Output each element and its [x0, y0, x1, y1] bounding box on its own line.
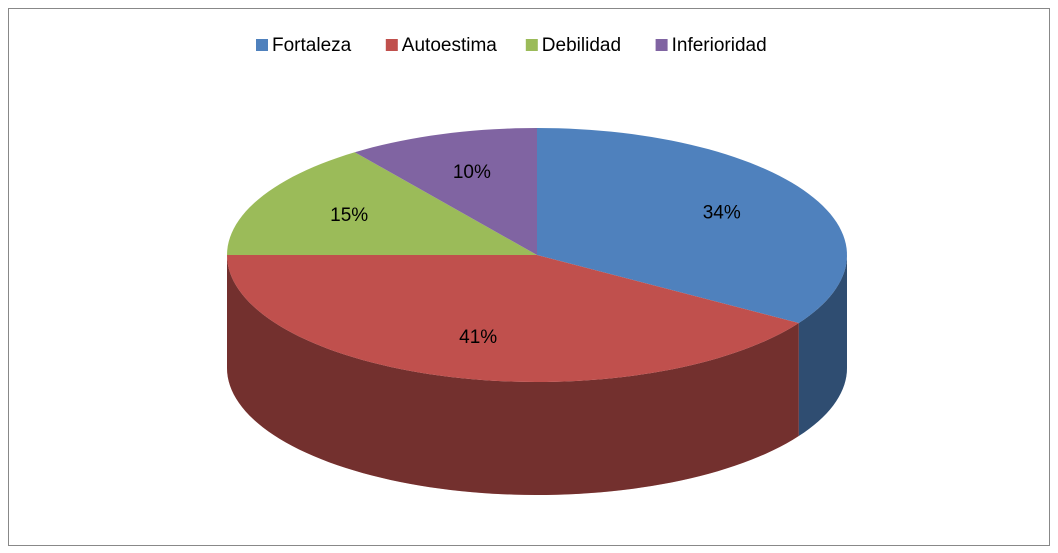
legend-swatch — [256, 39, 268, 51]
pie-slice — [227, 152, 537, 255]
legend-label: Autoestima — [402, 35, 497, 56]
pie-slice — [537, 128, 847, 324]
pie-slice — [227, 255, 799, 382]
legend-label: Debilidad — [542, 35, 621, 56]
pie-side-shade — [798, 255, 847, 437]
data-label: 41% — [459, 327, 497, 348]
legend-swatch — [385, 39, 398, 51]
legend-swatch — [655, 39, 668, 51]
data-label: 15% — [330, 205, 368, 226]
pie-side — [798, 255, 847, 437]
pie-slice — [354, 128, 537, 255]
data-label: 34% — [703, 202, 741, 223]
pie-side — [227, 255, 799, 495]
legend-label: Fortaleza — [272, 35, 352, 56]
legend-swatch — [525, 39, 538, 51]
pie-side-shade — [227, 255, 799, 495]
data-label: 10% — [453, 162, 491, 183]
legend-label: Inferioridad — [672, 35, 767, 56]
